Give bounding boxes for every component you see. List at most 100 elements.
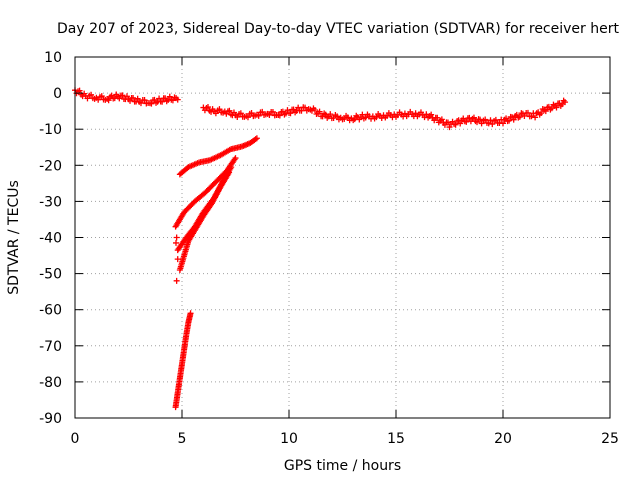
data-point: [341, 115, 348, 122]
data-point: [542, 108, 549, 115]
data-point: [516, 113, 523, 120]
data-point: [173, 277, 180, 284]
data-point: [287, 110, 294, 117]
data-point: [485, 120, 492, 127]
data-point: [259, 108, 266, 115]
data-point: [134, 95, 141, 102]
data-point: [482, 116, 489, 123]
data-point: [428, 111, 435, 118]
data-point: [173, 239, 180, 246]
data-point: [334, 113, 341, 120]
y-tick-label: -70: [39, 339, 62, 355]
y-tick-label: -40: [39, 231, 62, 247]
series-isolated-points: [173, 234, 181, 284]
data-point: [510, 116, 517, 123]
data-point: [562, 99, 569, 106]
data-point: [489, 121, 496, 128]
data-point: [327, 111, 334, 118]
data-point: [548, 105, 555, 112]
x-axis-label: GPS time / hours: [284, 458, 401, 474]
data-point: [330, 115, 337, 122]
data-point: [226, 169, 233, 176]
data-point: [88, 91, 95, 98]
data-point: [524, 109, 531, 116]
data-point: [252, 136, 259, 143]
y-tick-label: -30: [39, 194, 62, 210]
y-tick-label: -50: [39, 267, 62, 283]
series-descending-arc-1: [172, 155, 239, 230]
data-point: [244, 114, 251, 121]
data-point: [452, 121, 459, 128]
series-upper-recovery-arc: [176, 135, 260, 178]
y-tick-label: -60: [39, 303, 62, 319]
x-tick-label: 0: [71, 431, 80, 447]
data-point: [269, 108, 276, 115]
chart-title: Day 207 of 2023, Sidereal Day-to-day VTE…: [57, 21, 619, 37]
data-point: [295, 104, 302, 111]
data-point: [253, 135, 260, 142]
x-tick-label: 20: [494, 431, 512, 447]
grid-lines: [75, 57, 610, 418]
data-point: [434, 114, 441, 121]
data-point: [141, 97, 148, 104]
data-point: [477, 116, 484, 123]
data-point: [174, 256, 181, 263]
data-point: [169, 97, 176, 104]
x-tick-label: 10: [280, 431, 298, 447]
data-point: [538, 110, 545, 117]
series-main-band-early: [72, 87, 181, 107]
data-point: [187, 310, 194, 317]
data-point: [148, 100, 155, 107]
data-point: [487, 117, 494, 124]
data-point: [237, 110, 244, 117]
data-point: [506, 117, 513, 124]
data-point: [204, 104, 211, 111]
data-point: [438, 116, 445, 123]
data-point: [311, 106, 318, 113]
data-point: [492, 116, 499, 123]
data-points: [72, 87, 569, 411]
x-tick-label: 5: [178, 431, 187, 447]
data-point: [232, 155, 239, 162]
data-point: [173, 234, 180, 241]
data-point: [248, 110, 255, 117]
data-point: [123, 93, 130, 100]
data-point: [105, 97, 112, 104]
data-point: [500, 120, 506, 127]
data-point: [276, 112, 283, 119]
y-tick-label: -80: [39, 375, 62, 391]
data-point: [444, 119, 451, 126]
axis-ticks: 0 5 10 15 20 25 10 0 -10 -20 -30 -40 -50 -60 -70 -80 -90: [39, 50, 619, 447]
data-point: [319, 113, 326, 120]
data-point: [553, 104, 560, 111]
data-point: [216, 106, 223, 113]
data-point: [174, 96, 181, 103]
y-tick-label: 0: [53, 86, 62, 102]
x-tick-label: 25: [601, 431, 619, 447]
data-point: [119, 92, 126, 99]
data-point: [166, 93, 173, 100]
y-axis-label: SDTVAR / TECUs: [6, 180, 22, 295]
y-tick-label: -90: [39, 411, 62, 427]
data-point: [362, 114, 369, 121]
data-point: [359, 111, 366, 118]
data-point: [532, 114, 539, 121]
y-tick-label: -10: [39, 122, 62, 138]
data-point: [130, 94, 137, 101]
data-point: [316, 108, 323, 115]
data-point: [226, 107, 233, 114]
data-point: [137, 100, 144, 107]
series-descending-arc-3: [176, 169, 233, 273]
y-tick-label: -20: [39, 158, 62, 174]
data-point: [255, 112, 262, 119]
series-main-band-late: [200, 97, 569, 131]
series-steep-drop-segment: [172, 310, 194, 411]
data-point: [266, 112, 273, 119]
data-point: [228, 164, 235, 171]
data-point: [98, 93, 105, 100]
x-tick-label: 15: [387, 431, 405, 447]
data-point: [151, 96, 158, 103]
data-point: [373, 114, 380, 121]
